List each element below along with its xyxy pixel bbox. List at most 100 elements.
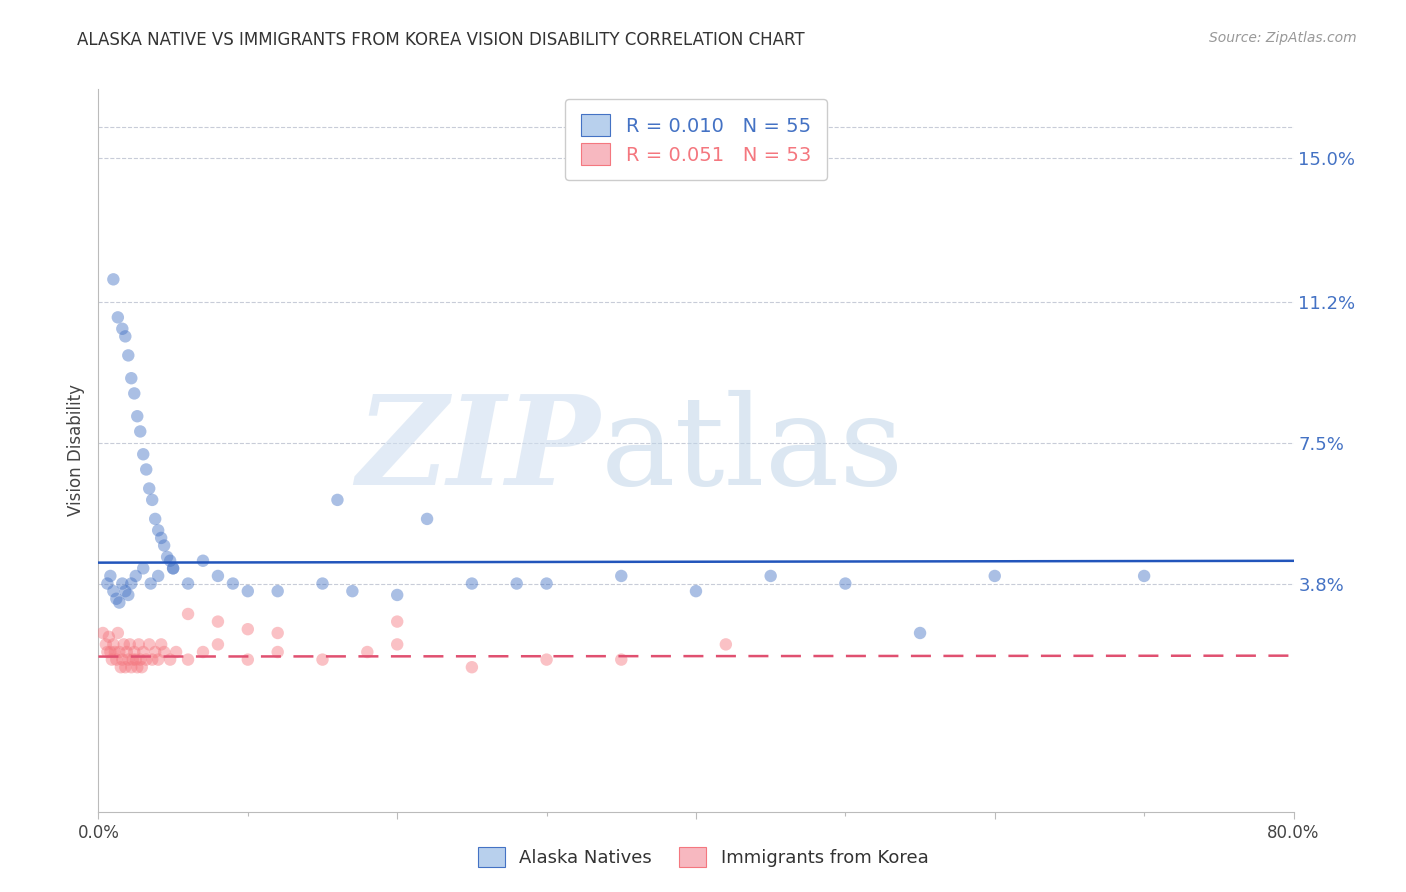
Point <box>159 652 181 666</box>
Point <box>311 576 333 591</box>
Point <box>356 645 378 659</box>
Point <box>153 539 176 553</box>
Text: ALASKA NATIVE VS IMMIGRANTS FROM KOREA VISION DISABILITY CORRELATION CHART: ALASKA NATIVE VS IMMIGRANTS FROM KOREA V… <box>77 31 806 49</box>
Point <box>150 637 173 651</box>
Point <box>148 524 170 538</box>
Point <box>112 637 135 651</box>
Point <box>153 645 176 659</box>
Point <box>385 637 409 651</box>
Point <box>143 512 166 526</box>
Point <box>461 660 484 674</box>
Text: ZIP: ZIP <box>357 390 600 511</box>
Text: atlas: atlas <box>600 390 904 511</box>
Point <box>326 492 349 507</box>
Point <box>127 409 149 424</box>
Point <box>385 615 409 629</box>
Point <box>91 626 114 640</box>
Point <box>125 569 148 583</box>
Point <box>162 561 184 575</box>
Point <box>150 531 173 545</box>
Point <box>135 652 157 666</box>
Point <box>222 576 245 591</box>
Point <box>107 310 129 325</box>
Point <box>139 576 162 591</box>
Point <box>111 322 134 336</box>
Point <box>148 569 170 583</box>
Point <box>111 652 134 666</box>
Point <box>536 652 558 666</box>
Point <box>124 386 146 401</box>
Point <box>143 645 166 659</box>
Point <box>141 492 163 507</box>
Point <box>111 576 134 591</box>
Point <box>385 588 409 602</box>
Point <box>236 622 259 636</box>
Point <box>908 626 931 640</box>
Point <box>984 569 1007 583</box>
Point <box>610 569 633 583</box>
Point <box>267 645 290 659</box>
Point <box>141 652 163 666</box>
Point <box>120 576 142 591</box>
Point <box>94 637 117 651</box>
Point <box>834 576 856 591</box>
Point <box>117 652 139 666</box>
Point <box>207 637 229 651</box>
Point <box>191 645 214 659</box>
Point <box>132 645 155 659</box>
Point <box>118 637 141 651</box>
Point <box>128 637 150 651</box>
Point <box>105 591 128 606</box>
Point <box>115 645 138 659</box>
Point <box>685 584 707 599</box>
Point <box>129 652 152 666</box>
Point <box>148 652 170 666</box>
Point <box>162 561 184 575</box>
Point <box>96 645 118 659</box>
Point <box>125 652 148 666</box>
Point <box>114 660 136 674</box>
Point <box>610 652 633 666</box>
Point <box>124 645 146 659</box>
Point <box>132 447 155 461</box>
Point <box>114 584 136 599</box>
Point <box>103 637 125 651</box>
Point <box>103 272 125 286</box>
Point <box>105 652 128 666</box>
Point <box>107 626 129 640</box>
Point <box>177 652 200 666</box>
Point <box>138 637 160 651</box>
Point <box>177 607 200 621</box>
Point <box>132 561 155 575</box>
Point <box>98 645 122 659</box>
Point <box>177 576 200 591</box>
Point <box>207 569 229 583</box>
Point <box>101 652 124 666</box>
Point <box>311 652 333 666</box>
Text: Source: ZipAtlas.com: Source: ZipAtlas.com <box>1209 31 1357 45</box>
Point <box>103 584 125 599</box>
Point <box>267 626 290 640</box>
Point <box>536 576 558 591</box>
Point <box>110 660 132 674</box>
Point <box>461 576 484 591</box>
Point <box>96 576 118 591</box>
Point <box>108 645 131 659</box>
Point <box>97 630 120 644</box>
Point <box>135 462 157 476</box>
Point <box>117 588 139 602</box>
Point <box>191 554 214 568</box>
Point <box>129 425 152 439</box>
Point <box>236 652 259 666</box>
Point <box>108 596 131 610</box>
Point <box>120 371 142 385</box>
Point <box>114 329 136 343</box>
Point <box>117 348 139 362</box>
Point <box>342 584 364 599</box>
Point <box>159 554 181 568</box>
Legend: Alaska Natives, Immigrants from Korea: Alaska Natives, Immigrants from Korea <box>471 839 935 874</box>
Point <box>1133 569 1156 583</box>
Point <box>714 637 737 651</box>
Point <box>236 584 259 599</box>
Point <box>207 615 229 629</box>
